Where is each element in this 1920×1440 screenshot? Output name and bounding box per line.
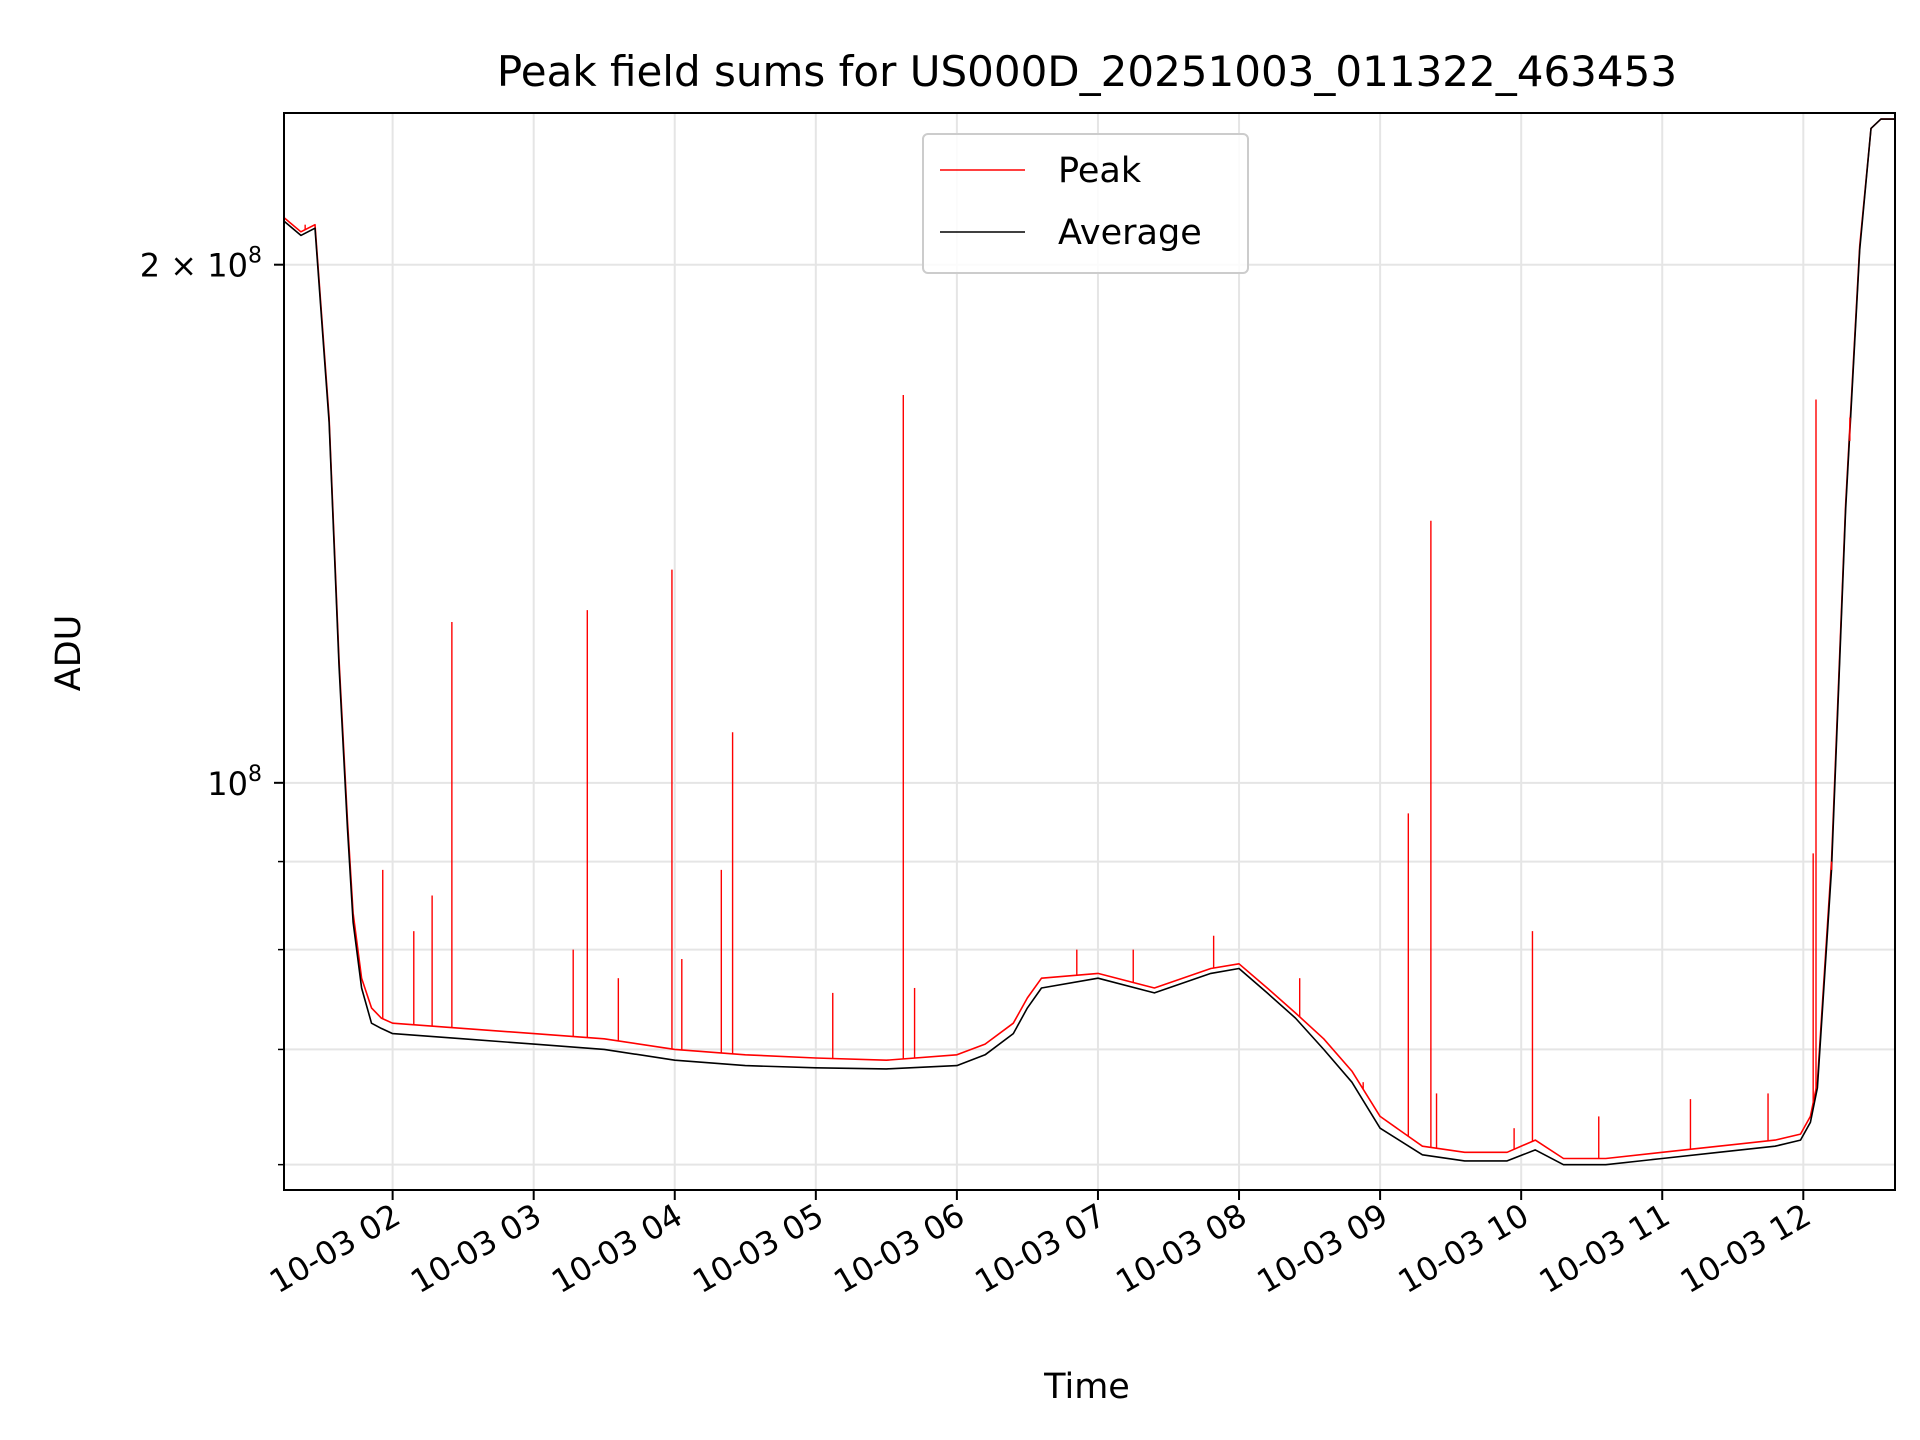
chart-title: Peak field sums for US000D_20251003_0113… [497,47,1677,96]
y-tick-label: 2 × 108 [140,244,262,285]
plot-frame [283,112,1896,1191]
legend-average-label: Average [1058,213,1202,253]
legend-peak-label: Peak [1058,151,1142,191]
series-layer [283,118,1895,1166]
x-axis-label: Time [1043,1367,1130,1407]
average-series-line [283,118,1895,1166]
legend-box [922,133,1249,274]
peak-series-line [283,118,1895,1160]
y-tick-label-base: 2 × 10 [140,247,248,285]
y-axis-label: ADU [49,615,89,692]
y-tick-label: 108 [207,762,262,803]
grid-layer [284,113,1895,1190]
y-tick-label-exponent: 8 [248,762,262,787]
legend: Peak Average [922,133,1249,274]
y-tick-label-base: 10 [207,765,248,803]
y-tick-label-exponent: 8 [248,244,262,269]
